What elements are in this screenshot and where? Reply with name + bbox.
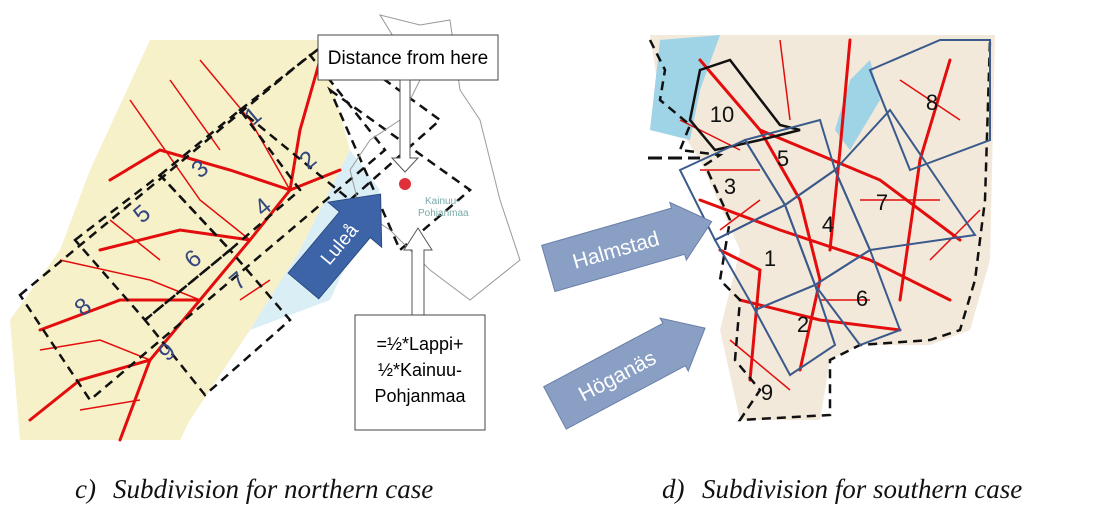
marker: [399, 178, 411, 190]
arrow: [392, 80, 418, 172]
formula-line: =½*Lappi+: [376, 334, 463, 354]
formula-line: ½*Kainuu-: [378, 360, 462, 380]
region-number: 1: [764, 246, 776, 271]
figure: Distance from here Kainuu-Pohjanmaa =½*L…: [0, 0, 1093, 507]
caption-label: c): [75, 474, 96, 504]
hoganas-arrow: Höganäs: [541, 302, 719, 435]
region-number: 3: [724, 174, 736, 199]
region-line: Pohjanmaa: [418, 208, 469, 219]
caption: Subdivision for southern case: [702, 474, 1022, 504]
region-number: 6: [856, 286, 868, 311]
region-number: 8: [926, 90, 938, 115]
region-label: Kainuu-Pohjanmaa: [418, 196, 469, 219]
formula: =½*Lappi+ ½*Kainuu- Pohjanmaa: [374, 334, 466, 406]
arrow: [404, 228, 432, 315]
distance-label: Distance from here: [328, 48, 489, 69]
region-number: 7: [876, 190, 888, 215]
southern-map: Halmstad Höganäs 1 2 3 4 5 6 7 8 9 10: [540, 35, 995, 434]
region-line: Kainuu-: [425, 196, 459, 207]
region-number: 9: [761, 380, 773, 405]
formula-line: Pohjanmaa: [374, 386, 466, 406]
caption-label: d): [662, 474, 685, 504]
region-number: 4: [822, 212, 834, 237]
region-number: 10: [710, 102, 734, 127]
region-number: 5: [777, 146, 789, 171]
halmstad-arrow: Halmstad: [540, 193, 720, 298]
land: [10, 40, 350, 440]
caption: Subdivision for northern case: [113, 474, 433, 504]
region-number: 2: [797, 312, 809, 337]
northern-map: Distance from here Kainuu-Pohjanmaa =½*L…: [10, 15, 520, 440]
